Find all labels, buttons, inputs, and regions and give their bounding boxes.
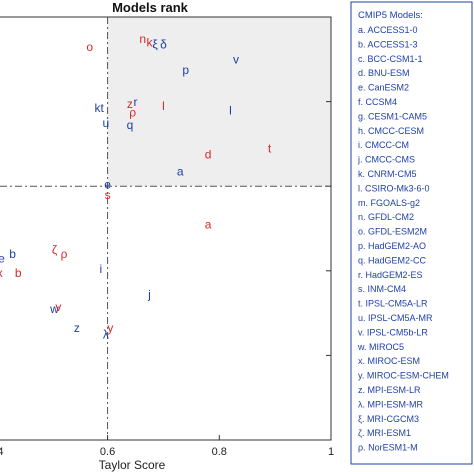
legend-entry: v. IPSL-CM5b-LR: [358, 327, 428, 337]
legend-box: [350, 1, 473, 465]
data-point: b: [15, 266, 22, 280]
data-point: e: [104, 177, 111, 191]
legend-entry: m. FGOALS-g2: [358, 198, 420, 208]
legend-entry: e. CanESM2: [358, 83, 409, 93]
legend-entry: j. CMCC-CMS: [357, 155, 415, 165]
data-point: d: [205, 148, 212, 162]
legend-entry: a. ACCESS1-0: [358, 25, 418, 35]
data-point: r: [134, 95, 138, 109]
data-point: s: [105, 188, 111, 202]
legend-entry: l. CSIRO-Mk3-6-0: [358, 183, 430, 193]
data-point: u: [103, 116, 110, 130]
data-point: ζ: [52, 243, 58, 257]
legend-entry: k. CNRM-CM5: [358, 169, 417, 179]
legend-entry: n. GFDL-CM2: [358, 212, 414, 222]
data-point: z: [127, 97, 133, 111]
legend-entry: o. GFDL-ESM2M: [358, 227, 427, 237]
legend-entry: c. BCC-CSM1-1: [358, 54, 423, 64]
legend-entry: g. CESM1-CAM5: [358, 111, 427, 121]
data-point: w: [49, 302, 59, 316]
legend-entry: f. CCSM4: [358, 97, 397, 107]
legend-entry: p. HadGEM2-AO: [358, 241, 426, 251]
legend-items: a. ACCESS1-0 b. ACCESS1-3 c. BCC-CSM1-1 d. …: [357, 25, 449, 453]
data-point: l: [162, 99, 165, 113]
data-point: o: [86, 40, 93, 54]
data-point: v: [233, 53, 239, 67]
data-point: t: [268, 141, 272, 155]
legend-entry: q. HadGEM2-CC: [358, 255, 427, 265]
x-tick-label: 0.6: [100, 446, 115, 458]
legend-entry: z. MPI-ESM-LR: [358, 385, 421, 395]
data-point: q: [127, 118, 134, 132]
legend-entry: d. BNU-ESM: [358, 68, 410, 78]
data-point: x: [0, 266, 3, 280]
x-axis-label: Taylor Score: [99, 458, 166, 472]
data-point: e: [0, 251, 5, 265]
legend-entry: y. MIROC-ESM-CHEM: [358, 371, 449, 381]
data-point: k: [146, 36, 153, 50]
x-tick-label: 0.4: [0, 446, 4, 458]
axis-ticks: 0.4 0.6 0.8 1: [0, 101, 334, 458]
legend-entry: ζ. MRI-ESM1: [358, 428, 411, 438]
legend-entry: h. CMCC-CESM: [358, 126, 424, 136]
data-point: b: [9, 247, 16, 261]
data-marks: ξδvprktluqaegfbeijcswhzλnkoρzltducsaζρgx…: [0, 32, 272, 341]
data-point: i: [100, 262, 103, 276]
legend-entry: i. CMCC-CM: [358, 140, 409, 150]
legend-entry: s. INM-CM4: [358, 284, 406, 294]
legend-entry: x. MIROC-ESM: [358, 356, 420, 366]
legend-title: CMIP5 Models:: [358, 10, 423, 21]
data-point: a: [205, 218, 212, 232]
data-point: z: [74, 321, 80, 335]
data-point: ρ: [61, 247, 68, 261]
data-point: δ: [160, 38, 167, 52]
legend: CMIP5 Models: a. ACCESS1-0 b. ACCESS1-3 c.…: [350, 1, 473, 465]
data-point: n: [139, 32, 146, 46]
legend-entry: ρ. NorESM1-M: [358, 443, 418, 453]
data-point: v: [55, 300, 61, 314]
data-point: a: [177, 165, 184, 179]
legend-entry: r. HadGEM2-ES: [358, 270, 423, 280]
legend-entry: u. IPSL-CM5A-MR: [358, 313, 433, 323]
legend-entry: ξ. MRI-CGCM3: [358, 414, 419, 424]
data-point: y: [107, 321, 113, 335]
data-point: l: [229, 103, 232, 117]
legend-entry: b. ACCESS1-3: [358, 39, 418, 49]
legend-entry: w. MIROC5: [357, 342, 404, 352]
data-point: λ: [103, 327, 109, 341]
x-tick-label: 1: [328, 446, 334, 458]
data-point: p: [182, 63, 189, 77]
plot-frame: [0, 16, 332, 441]
data-point: ξ: [152, 38, 158, 52]
x-tick-label: 0.8: [212, 446, 227, 458]
highlight-region: [107, 17, 331, 187]
data-point: kt: [95, 101, 105, 115]
chart-title: Models rank: [112, 0, 189, 15]
legend-entry: t. IPSL-CM5A-LR: [358, 299, 428, 309]
data-point: ρ: [129, 105, 136, 119]
plot-area: ξδvprktluqaegfbeijcswhzλnkoρzltducsaζρgx…: [0, 16, 334, 458]
legend-entry: λ. MPI-ESM-MR: [358, 399, 423, 409]
data-point: j: [147, 287, 151, 301]
